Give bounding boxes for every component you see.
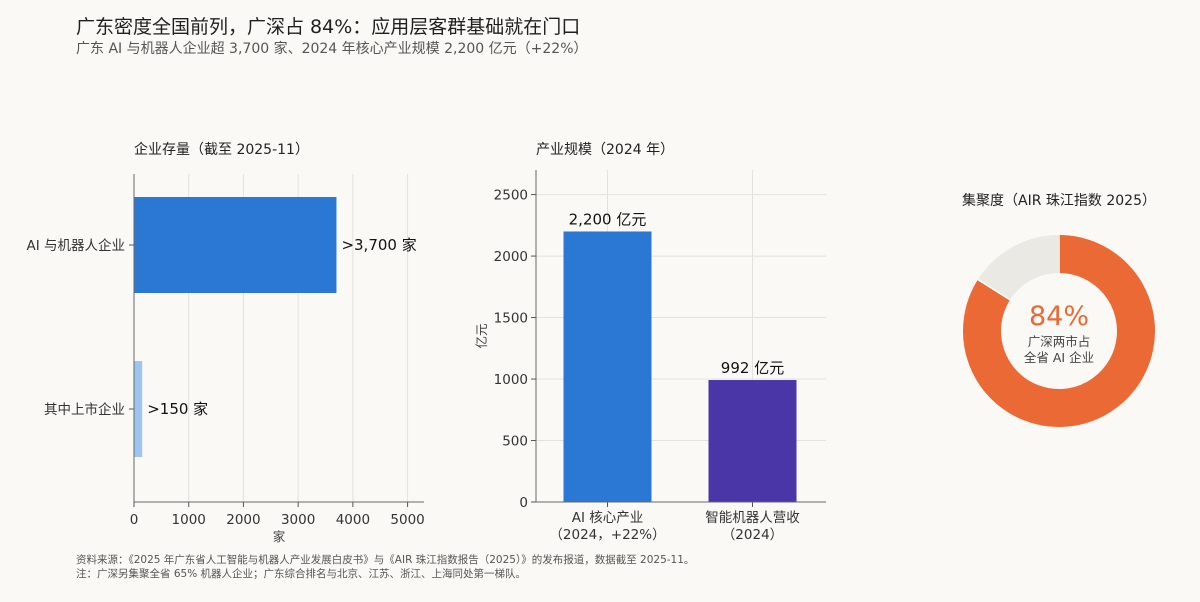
industry-scale-chart-title: 产业规模（2024 年） [536, 142, 674, 158]
y-tick-label: 500 [502, 434, 528, 450]
y-tick-label: 2500 [494, 188, 528, 204]
y-tick-label: 0 [519, 495, 528, 511]
x-tick-label: 智能机器人营收 [705, 510, 800, 526]
industry-scale-chart: 产业规模（2024 年） 2,200 亿元 992 亿元 0 500 1000 1500… [474, 142, 826, 543]
bar [134, 197, 337, 293]
footnote: 注：广深另集聚全省 65% 机器人企业；广东综合排名与北京、江苏、浙江、上海同处… [76, 568, 527, 580]
x-tick-label: （2024，+22%） [549, 527, 665, 543]
y-tick-label: AI 与机器人企业 [26, 237, 125, 254]
concentration-chart-title: 集聚度（AIR 珠江指数 2025） [962, 192, 1156, 209]
industry-scale-bars: 2,200 亿元 992 亿元 [563, 210, 797, 502]
enterprise-stock-chart-title: 企业存量（截至 2025-11） [134, 141, 309, 158]
x-tick-label: 2000 [226, 512, 260, 528]
donut-center-label: 全省 AI 企业 [1024, 350, 1094, 365]
source-note: 资料来源：《2025 年广东省人工智能与机器人产业发展白皮书》与《AIR 珠江指… [76, 554, 695, 566]
bar-value-label: 992 亿元 [721, 359, 784, 377]
industry-scale-axes: 0 500 1000 1500 2000 2500 AI 核心产业（2024，+22%） 智能… [474, 170, 826, 543]
page-title: 广东密度全国前列，广深占 84%：应用层客群基础就在门口 [76, 16, 581, 38]
bar-value-label: >150 家 [147, 400, 208, 418]
enterprise-stock-chart: 企业存量（截至 2025-11） >3,700 家 >150 家 0 1000 200… [26, 141, 424, 544]
y-tick-label: 其中上市企业 [44, 401, 125, 418]
donut-center-value: 84% [1029, 301, 1089, 332]
y-tick-label: 1500 [494, 311, 528, 327]
bar-value-label: 2,200 亿元 [569, 210, 647, 228]
footer-notes: 资料来源：《2025 年广东省人工智能与机器人产业发展白皮书》与《AIR 珠江指… [76, 553, 694, 581]
page-subtitle: 广东 AI 与机器人企业超 3,700 家、2024 年核心产业规模 2,200… [76, 41, 588, 57]
y-tick-label: 2000 [494, 249, 528, 265]
x-tick-label: 5000 [390, 512, 424, 528]
y-tick-label: 1000 [494, 372, 528, 388]
donut-slice [963, 235, 1155, 427]
x-tick-label: 0 [130, 512, 139, 528]
x-tick-label: 4000 [336, 512, 370, 528]
enterprise-stock-bars: >3,700 家 >150 家 [134, 197, 417, 457]
x-tick-label: （2024） [722, 527, 783, 543]
donut-center-label: 广深两市占 [1028, 334, 1091, 349]
bar [708, 380, 797, 502]
donut-slice [977, 235, 1060, 301]
bar [134, 361, 143, 457]
x-tick-label: 1000 [172, 512, 206, 528]
x-axis-label: 家 [273, 529, 286, 544]
bar [563, 231, 652, 502]
bar-value-label: >3,700 家 [341, 236, 416, 254]
slice-separator [977, 278, 1011, 301]
x-tick-label: AI 核心产业 [572, 510, 644, 526]
y-axis-label: 亿元 [474, 323, 489, 348]
x-tick-label: 3000 [281, 512, 315, 528]
